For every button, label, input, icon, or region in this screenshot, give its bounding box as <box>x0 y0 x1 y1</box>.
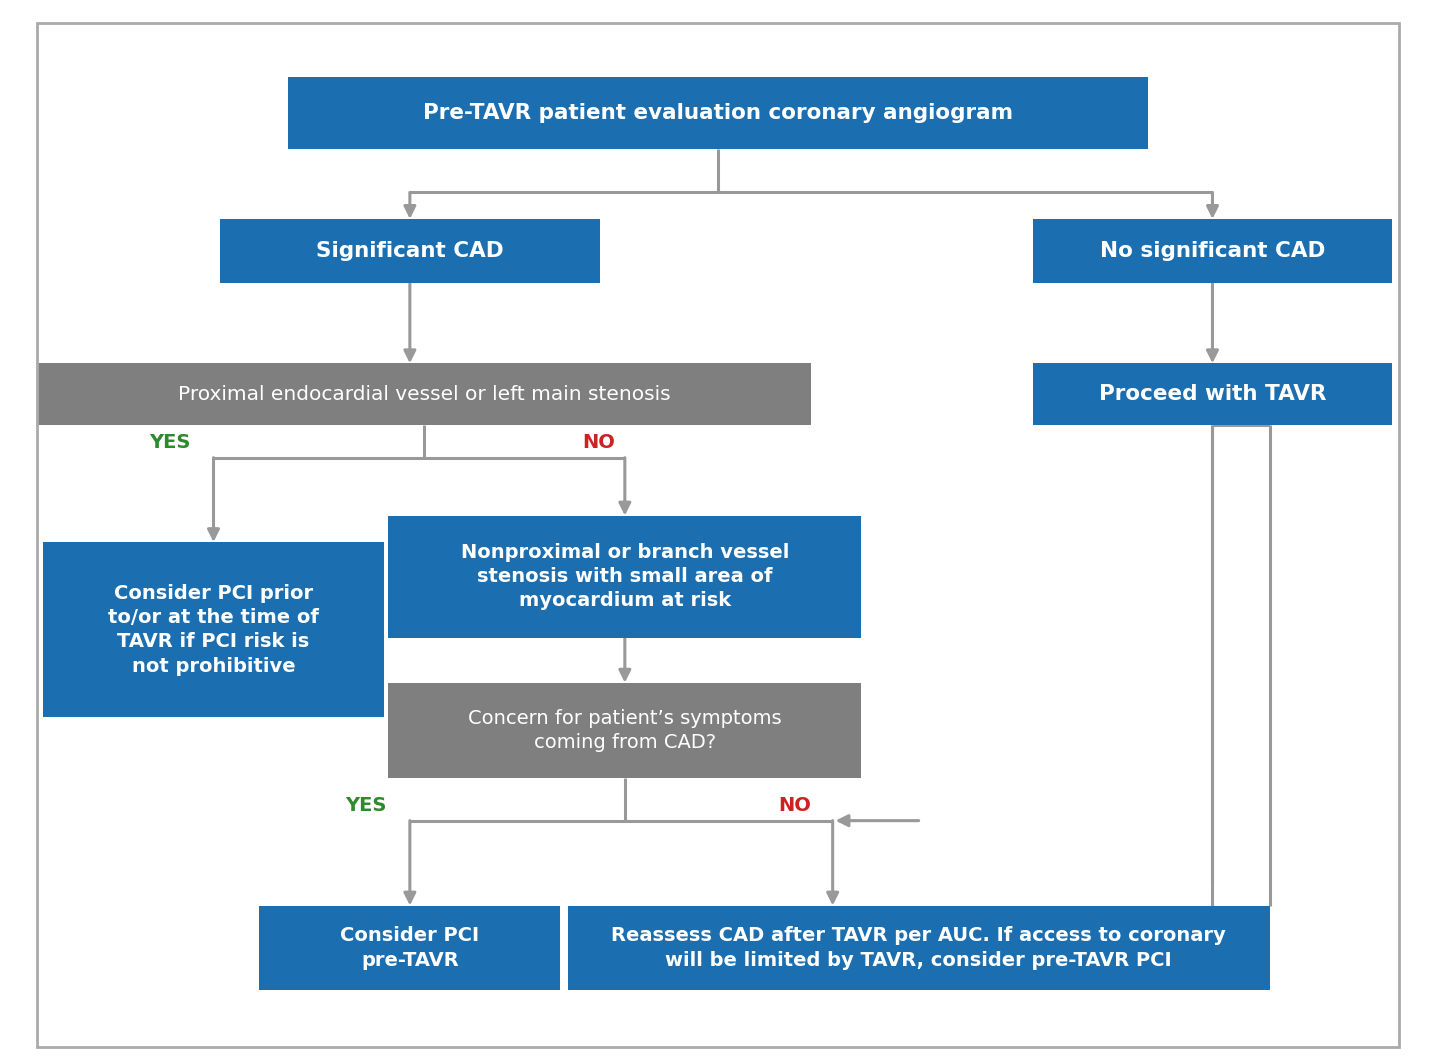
FancyBboxPatch shape <box>220 219 600 283</box>
Text: YES: YES <box>346 796 386 815</box>
FancyBboxPatch shape <box>260 905 560 991</box>
Text: Proximal endocardial vessel or left main stenosis: Proximal endocardial vessel or left main… <box>178 384 671 403</box>
Text: Consider PCI prior
to/or at the time of
TAVR if PCI risk is
not prohibitive: Consider PCI prior to/or at the time of … <box>108 584 319 676</box>
FancyBboxPatch shape <box>388 683 862 778</box>
FancyBboxPatch shape <box>37 363 811 425</box>
FancyBboxPatch shape <box>43 542 383 717</box>
Text: NO: NO <box>778 796 811 815</box>
FancyBboxPatch shape <box>289 77 1147 149</box>
Text: YES: YES <box>149 433 191 452</box>
Text: NO: NO <box>582 433 615 452</box>
Text: Reassess CAD after TAVR per AUC. If access to coronary
will be limited by TAVR, : Reassess CAD after TAVR per AUC. If acce… <box>612 927 1226 969</box>
Text: Pre-TAVR patient evaluation coronary angiogram: Pre-TAVR patient evaluation coronary ang… <box>424 103 1012 122</box>
Text: Significant CAD: Significant CAD <box>316 240 504 261</box>
FancyBboxPatch shape <box>1034 363 1391 425</box>
FancyBboxPatch shape <box>1034 219 1391 283</box>
Text: Proceed with TAVR: Proceed with TAVR <box>1099 384 1327 404</box>
Text: Concern for patient’s symptoms
coming from CAD?: Concern for patient’s symptoms coming fr… <box>468 709 781 752</box>
Text: Nonproximal or branch vessel
stenosis with small area of
myocardium at risk: Nonproximal or branch vessel stenosis wi… <box>461 543 788 611</box>
FancyBboxPatch shape <box>567 905 1269 991</box>
Text: Consider PCI
pre-TAVR: Consider PCI pre-TAVR <box>340 927 480 969</box>
Text: No significant CAD: No significant CAD <box>1100 240 1325 261</box>
FancyBboxPatch shape <box>388 516 862 637</box>
